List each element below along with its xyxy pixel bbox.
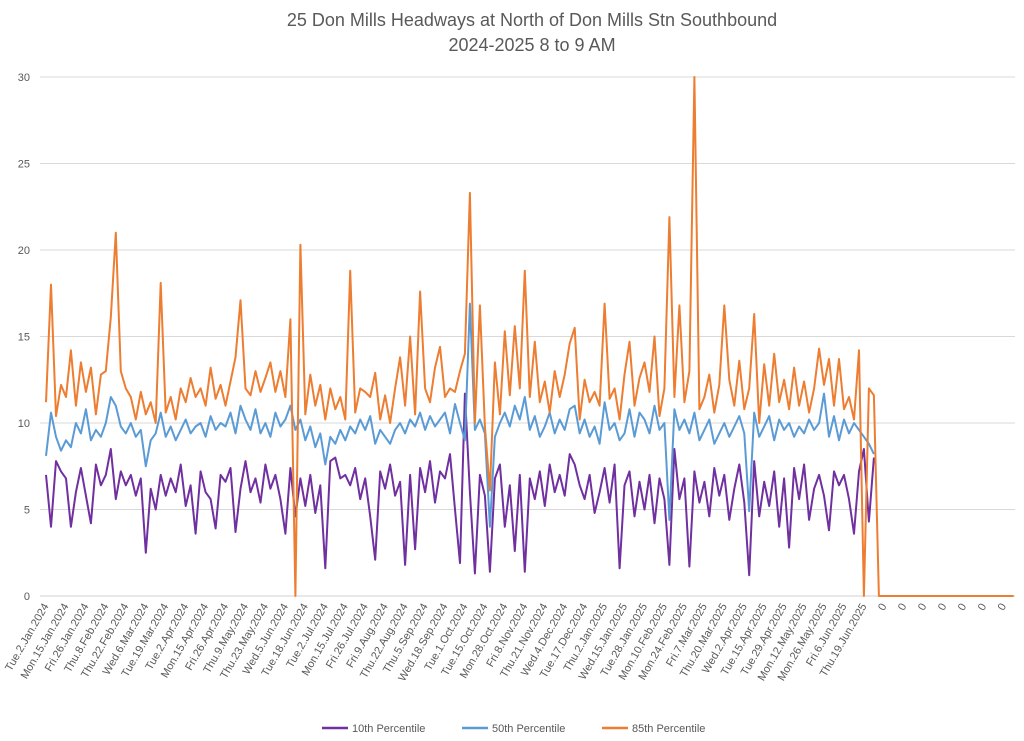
chart-subtitle: 2024-2025 8 to 9 AM xyxy=(448,35,615,55)
legend-label-50th: 50th Percentile xyxy=(492,723,565,735)
gridlines xyxy=(40,76,1015,597)
legend-item-85th: 85th Percentile xyxy=(602,723,705,735)
y-tick-label: 30 xyxy=(18,72,30,84)
y-axis-ticks: 0 5 10 15 20 25 30 xyxy=(18,72,30,603)
x-tick-label: 0 xyxy=(996,602,1009,613)
y-tick-label: 10 xyxy=(18,418,30,430)
series-line-50th-percentile xyxy=(45,302,875,528)
legend-item-10th: 10th Percentile xyxy=(322,723,425,735)
x-tick-label: 0 xyxy=(916,602,929,613)
x-tick-label: 0 xyxy=(876,602,889,613)
series-line-10th-percentile xyxy=(45,392,875,577)
x-axis-ticks: Tue.2.Jan.2024Mon.15.Jan.2024Fri.26.Jan.… xyxy=(3,602,1009,684)
y-tick-label: 20 xyxy=(18,245,30,257)
chart-title: 25 Don Mills Headways at North of Don Mi… xyxy=(287,10,777,30)
y-tick-label: 15 xyxy=(18,332,30,344)
legend-label-10th: 10th Percentile xyxy=(352,723,425,735)
legend-item-50th: 50th Percentile xyxy=(462,723,565,735)
y-tick-label: 0 xyxy=(24,591,30,603)
legend: 10th Percentile 50th Percentile 85th Per… xyxy=(322,723,705,735)
legend-label-85th: 85th Percentile xyxy=(632,723,705,735)
y-tick-label: 25 xyxy=(18,159,30,171)
x-tick-label: 0 xyxy=(956,602,969,613)
series-lines xyxy=(45,76,1014,597)
y-tick-label: 5 xyxy=(24,505,30,517)
x-tick-label: 0 xyxy=(896,602,909,613)
x-tick-label: 0 xyxy=(976,602,989,613)
x-tick-label: 0 xyxy=(936,602,949,613)
series-line-85th-percentile xyxy=(45,76,1014,597)
